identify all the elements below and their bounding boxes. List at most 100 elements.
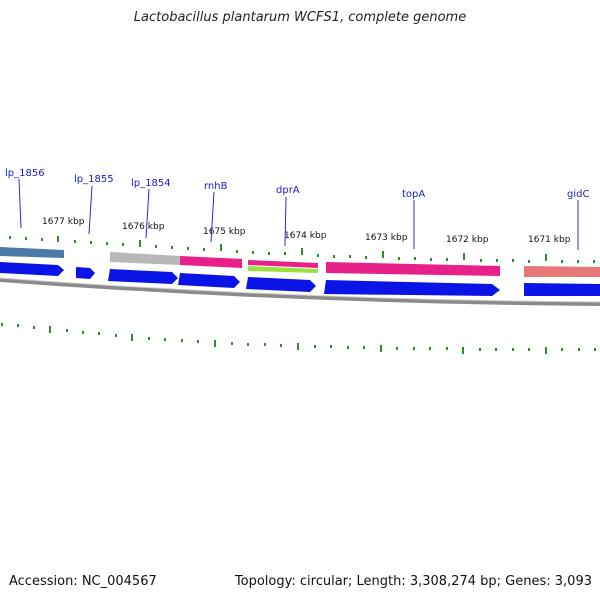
tick-minor — [41, 238, 43, 241]
tick-minor — [171, 246, 173, 249]
cds-arrow-lp-1856[interactable] — [0, 262, 64, 276]
tick-minor — [247, 343, 249, 346]
tick-minor — [593, 260, 595, 263]
tick-major — [139, 240, 141, 247]
leader-line-lp-1855 — [88, 185, 93, 235]
tick-minor — [74, 240, 76, 243]
feature-lp-1854-band[interactable] — [110, 252, 180, 265]
tick-minor — [347, 346, 349, 349]
tick-minor — [264, 343, 266, 346]
tick-minor — [512, 348, 514, 351]
gene-label-lp-1856[interactable]: lp_1856 — [5, 168, 45, 179]
tick-major — [57, 236, 59, 242]
tick-minor — [106, 242, 108, 245]
tick-minor — [317, 254, 319, 257]
gene-label-lp-1855[interactable]: lp_1855 — [74, 174, 114, 185]
tick-minor — [197, 340, 199, 343]
tick-minor — [98, 332, 100, 335]
tick-minor — [577, 260, 579, 263]
feature-topA-band[interactable] — [326, 262, 500, 276]
topology-text: Topology: circular; Length: 3,308,274 bp… — [234, 574, 592, 589]
tick-minor — [349, 255, 351, 258]
gene-label-dprA[interactable]: dprA — [276, 185, 300, 196]
tick-minor — [231, 342, 233, 345]
tick-minor — [203, 248, 205, 251]
kbp-labels: 1677 kbp 1676 kbp 1675 kbp 1674 kbp 1673… — [42, 217, 571, 245]
tick-minor — [236, 250, 238, 253]
tick-major — [131, 334, 133, 341]
tick-minor — [414, 257, 416, 260]
tick-minor — [479, 348, 481, 351]
tick-minor — [187, 247, 189, 250]
tick-minor — [252, 251, 254, 254]
tick-major — [545, 347, 547, 354]
tick-major — [545, 254, 547, 261]
tick-minor — [333, 255, 335, 258]
cds-arrow-lp-1854[interactable] — [108, 269, 178, 284]
tick-minor — [561, 348, 563, 351]
cds-arrow-gidC[interactable] — [524, 283, 600, 296]
tick-minor — [155, 245, 157, 248]
tick-minor — [363, 346, 365, 349]
tick-minor — [314, 345, 316, 348]
tick-minor — [495, 348, 497, 351]
tick-row-upper — [9, 236, 595, 263]
leader-line-rnhB — [210, 191, 215, 243]
tick-minor — [122, 243, 124, 246]
cds-arrow-topA[interactable] — [324, 280, 500, 296]
tick-major — [462, 347, 464, 354]
tick-minor — [578, 348, 580, 351]
tick-minor — [430, 258, 432, 261]
tick-minor — [365, 256, 367, 259]
tick-minor — [446, 258, 448, 261]
tick-major — [49, 326, 51, 333]
tick-minor — [66, 329, 68, 332]
leader-line-lp-1856 — [18, 178, 22, 229]
kbp-label: 1671 kbp — [528, 235, 571, 245]
tick-minor — [17, 324, 19, 327]
tick-minor — [284, 252, 286, 255]
gene-label-gidC[interactable]: gidC — [567, 189, 589, 200]
kbp-label: 1674 kbp — [284, 231, 327, 241]
tick-minor — [181, 339, 183, 342]
tick-minor — [480, 259, 482, 262]
tick-minor — [561, 260, 563, 263]
tick-minor — [330, 345, 332, 348]
tick-minor — [512, 259, 514, 262]
tick-minor — [446, 347, 448, 350]
kbp-label: 1675 kbp — [203, 227, 246, 237]
tick-minor — [413, 347, 415, 350]
genome-backbone-highlight — [0, 277, 600, 303]
gene-label-lp-1854[interactable]: lp_1854 — [131, 178, 171, 189]
feature-dprA-band[interactable] — [248, 260, 318, 268]
tick-minor — [164, 338, 166, 341]
feature-rnhB-band[interactable] — [180, 256, 242, 268]
tick-major — [214, 340, 216, 347]
tick-minor — [429, 347, 431, 350]
gene-label-rnhB[interactable]: rnhB — [204, 181, 228, 192]
genome-title: Lactobacillus plantarum WCFS1, complete … — [133, 10, 467, 25]
leader-line-lp-1854 — [145, 188, 150, 239]
cds-arrow-rnhB[interactable] — [178, 273, 240, 288]
tick-major — [463, 253, 465, 260]
cds-arrow-lp-1855[interactable] — [76, 267, 95, 279]
tick-minor — [90, 241, 92, 244]
tick-major — [382, 251, 384, 258]
kbp-label: 1676 kbp — [122, 222, 165, 232]
cds-arrow-dprA[interactable] — [246, 277, 316, 292]
feature-dprA-band-green[interactable] — [248, 266, 318, 273]
tick-minor — [115, 334, 117, 337]
gene-label-topA[interactable]: topA — [402, 189, 425, 200]
feature-gidC-band[interactable] — [524, 266, 600, 277]
tick-minor — [9, 236, 11, 239]
feature-lp-1856-band[interactable] — [0, 247, 64, 258]
tick-minor — [528, 348, 530, 351]
cds-track — [0, 262, 600, 296]
tick-minor — [148, 337, 150, 340]
tick-minor — [496, 259, 498, 262]
leader-line-dprA — [284, 196, 287, 247]
tick-row-lower — [1, 323, 596, 354]
tick-minor — [594, 348, 596, 351]
tick-major — [301, 248, 303, 255]
